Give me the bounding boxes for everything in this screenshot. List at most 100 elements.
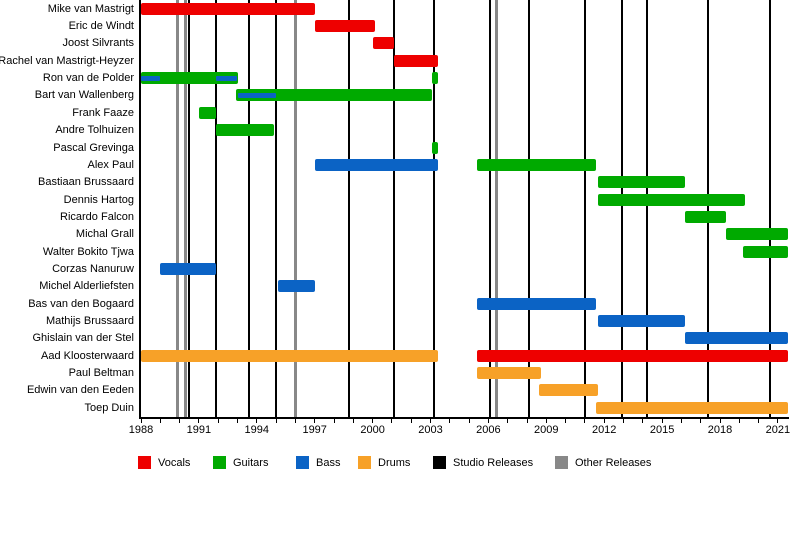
legend-item: Studio Releases [433, 456, 583, 470]
x-axis-tick-label: 2009 [534, 424, 559, 436]
member-label: Walter Bokito Tjwa [42, 245, 134, 258]
x-axis-tick-label: 2006 [476, 424, 501, 436]
release-line-studio [769, 0, 772, 417]
member-label: Ghislain van der Stel [32, 332, 135, 345]
release-line-studio [527, 0, 530, 417]
release-line-studio [348, 0, 351, 417]
x-axis-tick [237, 419, 238, 423]
x-axis-tick [449, 419, 451, 423]
x-axis-tick [217, 419, 219, 423]
release-line-other [293, 0, 297, 417]
member-label: Bart van Wallenberg [34, 89, 134, 102]
x-axis-tick [642, 419, 644, 423]
member-label: Alex Paul [87, 158, 134, 171]
release-line-studio [433, 0, 436, 417]
member-bar-drums [596, 401, 788, 414]
plot-left-border [139, 0, 141, 417]
member-bar-guitars [725, 228, 788, 241]
legend-label: Other Releases [575, 457, 652, 469]
x-axis-tick-label: 1988 [128, 424, 154, 436]
member-label: Michal Grall [75, 228, 134, 241]
release-line-other [494, 0, 498, 417]
member-bar-guitars [432, 72, 439, 85]
member-label: Mathijs Brussaard [45, 315, 134, 327]
x-axis-tick-label: 2012 [591, 424, 617, 436]
member-bar-inner-bass [216, 75, 238, 81]
x-axis-tick [680, 419, 682, 423]
legend-item: Guitars [213, 456, 363, 470]
member-label: Edwin van den Eeden [26, 384, 134, 397]
member-bar-vocals [372, 37, 394, 50]
member-label: Michel Alderliefsten [39, 280, 134, 293]
member-bar-guitars [743, 245, 788, 258]
x-axis-tick-label: 2021 [765, 424, 791, 436]
x-axis-tick [468, 419, 470, 423]
x-axis-tick-label: 2018 [707, 424, 733, 436]
release-line-studio [188, 0, 191, 417]
member-bar-bass [314, 158, 439, 171]
x-axis-tick [430, 419, 431, 423]
x-axis-tick-label: 1994 [244, 424, 270, 436]
legend-swatch-studio-releases [433, 456, 446, 469]
plot-area: Mike van Mastrigt Eric de Windt Joost Silv… [0, 0, 791, 436]
x-axis-tick [661, 419, 663, 423]
legend: Vocals Guitars Bass Drums Studio Releases Oth… [0, 450, 800, 490]
member-label: Pascal Grevinga [53, 141, 134, 154]
x-axis-tick-label: 1997 [302, 424, 327, 436]
member-bar-vocals [141, 2, 315, 15]
member-label: Joost Silvrants [62, 37, 134, 50]
x-axis-tick [410, 419, 412, 423]
x-axis [139, 417, 789, 419]
member-bar-bass [160, 262, 217, 275]
legend-label: Bass [316, 457, 341, 469]
release-line-studio [583, 0, 586, 417]
release-line-other [176, 0, 180, 417]
release-line-studio [215, 0, 218, 417]
x-axis-tick [526, 419, 528, 423]
x-axis-tick [333, 419, 335, 423]
member-label: Dennis Hartog [63, 193, 134, 206]
member-bar-bass [685, 332, 788, 345]
release-line-studio [248, 0, 251, 417]
member-bar-guitars [216, 124, 275, 137]
member-bar-bass [476, 297, 597, 310]
x-axis-tick [391, 419, 393, 423]
member-label: Ricardo Falcon [60, 210, 134, 223]
member-label: Paul Beltman [68, 367, 134, 380]
legend-label: Drums [378, 457, 411, 469]
x-axis-tick [623, 419, 624, 423]
x-axis-tick [198, 419, 200, 423]
legend-swatch-bass [296, 456, 309, 469]
member-label: Frank Faaze [72, 106, 134, 119]
release-line-studio [707, 0, 710, 417]
x-axis-tick [777, 419, 779, 423]
member-label: Bas van den Bogaard [28, 297, 134, 310]
member-bar-inner-bass [237, 92, 277, 98]
member-bar-bass [278, 280, 315, 293]
release-line-other [183, 0, 187, 417]
legend-swatch-guitars [213, 456, 226, 469]
legend-label: Vocals [158, 457, 191, 469]
release-line-studio [275, 0, 278, 417]
x-axis-tick [507, 419, 509, 423]
legend-swatch-other-releases [555, 456, 568, 469]
x-axis-tick [487, 419, 489, 423]
legend-item: Bass [296, 456, 446, 470]
member-bar-guitars [235, 89, 433, 102]
member-bar-guitars [685, 210, 726, 223]
x-axis-tick [700, 419, 702, 423]
release-line-studio [620, 0, 623, 417]
member-label: Bastiaan Brussaard [38, 176, 134, 189]
x-axis-tick [758, 419, 760, 423]
member-label: Rachel van Mastrigt-Heyzer [0, 54, 134, 67]
x-axis-tick [603, 419, 605, 423]
x-axis-tick [314, 419, 316, 423]
release-line-studio [489, 0, 492, 417]
legend-item: Other Releases [555, 456, 705, 470]
member-bar-guitars [476, 158, 597, 171]
x-axis-tick [256, 419, 258, 423]
member-label: Aad Kloosterwaard [41, 349, 134, 362]
release-line-studio [392, 0, 395, 417]
release-line-studio [645, 0, 648, 417]
